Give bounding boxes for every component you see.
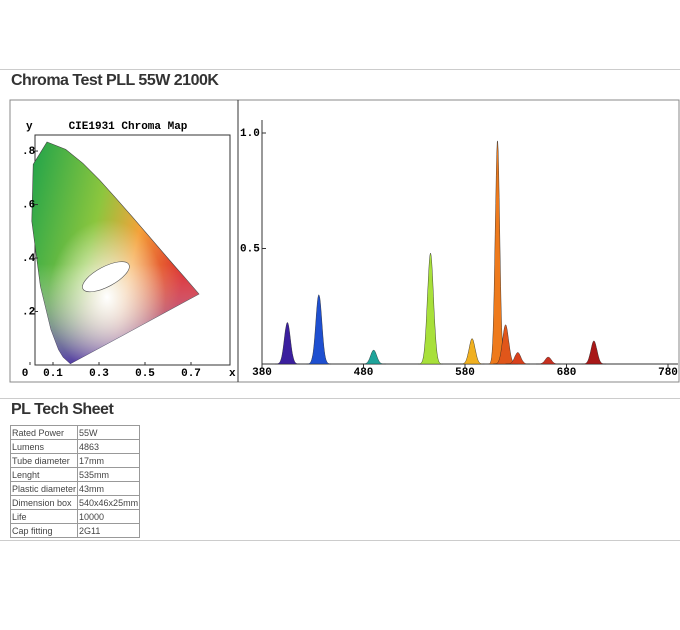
spec-label: Lenght (9, 467, 79, 482)
spec-label: Plastic diameter (9, 481, 79, 496)
spec-label: Cap fitting (9, 523, 79, 538)
table-row: Dimension box 540x46x25mm (9, 495, 141, 510)
spec-value: 4863 (77, 439, 141, 454)
cie-x-tick-label: 0.1 (43, 368, 63, 380)
emission-peak (275, 322, 300, 365)
y-tick-label: 0.5 (240, 243, 260, 255)
spec-label: Tube diameter (9, 453, 79, 468)
cie-diagram: 0 0.1 0.3 0.5 0.7 .8 .6 .4 .2 (22, 141, 201, 380)
emission-peak (418, 252, 443, 365)
emission-peak (459, 338, 485, 365)
table-row: Cap fitting 2G11 (9, 523, 141, 538)
table-row: Tube diameter 17mm (9, 453, 141, 468)
emission-peak (361, 349, 386, 365)
cie-x-label: x (229, 368, 236, 380)
tech-table: Rated Power 55W Lumens 4863 Tube diameter 17m… (9, 425, 141, 538)
spec-label: Lumens (9, 439, 79, 454)
x-tick-label: 480 (354, 367, 374, 379)
x-tick-label: 380 (252, 367, 272, 379)
cie-x-tick-label: 0.7 (181, 368, 201, 380)
x-tick-label: 780 (658, 367, 678, 379)
cie-y-tick-label: .8 (22, 146, 36, 158)
spec-value: 17mm (77, 453, 141, 468)
emission-peak (581, 340, 607, 365)
x-tick-label: 580 (455, 367, 475, 379)
cie-y-tick-label: .6 (22, 199, 35, 211)
spec-value: 55W (77, 425, 141, 440)
cie-y-label: y (26, 121, 33, 133)
section-title: PL Tech Sheet (11, 401, 114, 418)
cie-frame (34, 134, 231, 366)
spec-value: 43mm (77, 481, 141, 496)
cie-x-tick-label: 0 (22, 368, 29, 380)
spec-value: 10000 (77, 509, 141, 524)
emission-peak (505, 352, 530, 365)
planckian-region (82, 261, 130, 293)
chromaticity-white (31, 142, 199, 364)
cie-x-tick-label: 0.5 (135, 368, 155, 380)
y-tick-label: 1.0 (240, 128, 260, 140)
cie-x-tick-label: 0.3 (89, 368, 109, 380)
emission-peak (306, 294, 332, 365)
table-row: Lumens 4863 (9, 439, 141, 454)
section-title: Chroma Test PLL 55W 2100K (11, 72, 219, 89)
spec-value: 540x46x25mm (77, 495, 141, 510)
table-row: Rated Power 55W (9, 425, 141, 440)
spec-value: 2G11 (77, 523, 141, 538)
cie-y-tick-label: .2 (22, 306, 35, 318)
spec-label: Dimension box (9, 495, 79, 510)
divider (0, 69, 680, 70)
divider (0, 540, 680, 541)
x-tick-label: 680 (557, 367, 577, 379)
table-row: Life 10000 (9, 509, 141, 524)
emission-peak (536, 356, 561, 365)
divider (0, 398, 680, 399)
spec-value: 535mm (77, 467, 141, 482)
spec-label: Rated Power (9, 425, 79, 440)
spectrum-chart: 380 480 580 680 780 1.0 0.5 (240, 120, 678, 379)
figure-frame (9, 99, 680, 383)
cie-title: CIE1931 Chroma Map (69, 121, 188, 133)
cie-y-tick-label: .4 (22, 253, 36, 265)
table-row: Plastic diameter 43mm (9, 481, 141, 496)
spec-label: Life (9, 509, 79, 524)
figure: CIE1931 Chroma Map y x 0 0.1 0.3 0.5 0.7 .8 .6… (9, 99, 680, 383)
table-row: Lenght 535mm (9, 467, 141, 482)
